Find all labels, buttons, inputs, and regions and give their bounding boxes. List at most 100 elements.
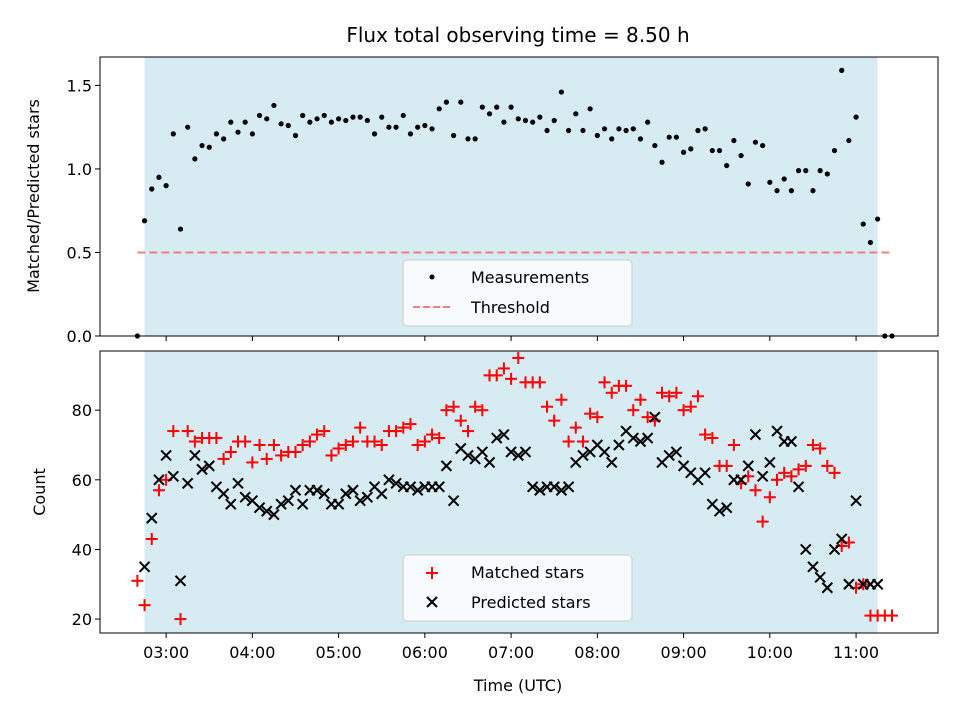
- measurement-point: [652, 142, 658, 149]
- measurement-point: [450, 132, 457, 139]
- measurement-point: [379, 114, 385, 120]
- measurement-point: [594, 132, 600, 139]
- predicted-star-point: [146, 512, 158, 524]
- matched-star-point: [699, 428, 712, 441]
- matched-stars-points: [131, 351, 899, 626]
- predicted-star-point: [526, 481, 539, 493]
- measurement-points: [134, 67, 895, 339]
- measurement-point: [501, 119, 507, 125]
- predicted-star-point: [742, 460, 754, 472]
- measurement-point: [264, 116, 270, 122]
- predicted-star-point: [433, 481, 445, 493]
- predicted-star-point: [519, 446, 532, 458]
- legend-matched-marker: [426, 567, 438, 579]
- matched-star-point: [397, 421, 410, 434]
- measurement-point: [192, 156, 198, 162]
- xtick-label: 11:00: [833, 643, 879, 662]
- measurement-point: [580, 127, 586, 134]
- measurement-point: [185, 124, 191, 130]
- measurement-point: [436, 106, 442, 112]
- predicted-star-point: [871, 578, 884, 590]
- matched-star-point: [311, 428, 324, 441]
- legend-predicted-label: Predicted stars: [471, 593, 591, 612]
- measurement-point: [688, 146, 694, 152]
- legend-predicted-marker: [426, 596, 438, 608]
- predicted-star-point: [850, 494, 862, 507]
- predicted-star-point: [663, 449, 675, 462]
- measurement-point: [673, 134, 679, 140]
- matched-star-point: [354, 421, 367, 434]
- predicted-star-point: [383, 474, 395, 486]
- measurement-point: [616, 126, 622, 132]
- matched-star-point: [253, 439, 266, 451]
- matched-star-point: [548, 414, 561, 427]
- matched-star-point: [656, 386, 669, 399]
- measurement-point: [422, 122, 428, 129]
- measurement-point: [623, 127, 629, 134]
- measurement-point: [767, 179, 773, 185]
- bottom-ytick-label: 80: [72, 401, 92, 420]
- matched-star-point: [584, 407, 597, 420]
- matched-star-point: [684, 400, 697, 413]
- top-x-ticks: [165, 336, 857, 341]
- predicted-star-point: [512, 449, 524, 462]
- top-ytick-label: 1.5: [67, 76, 92, 95]
- measurement-point: [637, 136, 644, 142]
- predicted-star-point: [606, 456, 618, 469]
- measurement-point: [271, 102, 277, 109]
- matched-star-point: [181, 425, 194, 438]
- matched-star-point: [512, 351, 525, 364]
- matched-star-point: [411, 439, 424, 451]
- matched-star-point: [152, 484, 165, 497]
- matched-star-point: [641, 411, 654, 424]
- measurement-point: [695, 127, 701, 134]
- predicted-star-point: [174, 575, 187, 587]
- matched-star-point: [663, 390, 676, 403]
- matched-star-point: [145, 533, 158, 545]
- matched-star-point: [620, 379, 633, 392]
- matched-star-point: [289, 445, 302, 458]
- matched-star-point: [828, 466, 841, 479]
- measurement-point: [235, 129, 241, 135]
- predicted-star-point: [491, 432, 503, 444]
- measurement-point: [163, 183, 169, 189]
- matched-star-point: [720, 459, 733, 472]
- measurement-point: [242, 119, 248, 125]
- predicted-star-point: [764, 456, 776, 469]
- measurement-point: [839, 67, 845, 73]
- predicted-star-point: [361, 491, 374, 503]
- predicted-stars-points: [138, 411, 884, 594]
- measurement-point: [429, 126, 435, 132]
- matched-star-point: [634, 393, 647, 406]
- predicted-star-point: [462, 449, 474, 462]
- matched-star-point: [246, 456, 259, 469]
- measurement-point: [551, 117, 557, 124]
- measurement-point: [824, 171, 830, 177]
- measurement-point: [760, 142, 766, 149]
- legend-threshold-label: Threshold: [470, 298, 550, 317]
- matched-star-point: [756, 515, 769, 528]
- measurement-point: [609, 136, 615, 142]
- matched-star-point: [275, 449, 288, 462]
- xtick-label: 05:00: [316, 643, 362, 662]
- predicted-star-point: [189, 449, 201, 462]
- measurement-point: [199, 142, 205, 149]
- measurement-point: [515, 116, 521, 122]
- predicted-star-point: [483, 456, 496, 469]
- predicted-star-point: [181, 477, 194, 490]
- bottom-ytick-label: 40: [72, 540, 92, 559]
- matched-star-point: [691, 390, 704, 403]
- predicted-star-point: [534, 484, 546, 496]
- measurement-point: [292, 132, 299, 139]
- measurement-point: [156, 174, 162, 180]
- measurement-point: [831, 147, 838, 154]
- matched-star-point: [778, 466, 791, 479]
- measurement-point: [458, 99, 464, 105]
- measurement-point: [300, 112, 306, 119]
- measurement-point: [307, 119, 313, 125]
- matched-star-point: [346, 435, 359, 448]
- xtick-label: 06:00: [402, 643, 448, 662]
- measurement-point: [702, 126, 708, 132]
- measurement-point: [443, 99, 450, 105]
